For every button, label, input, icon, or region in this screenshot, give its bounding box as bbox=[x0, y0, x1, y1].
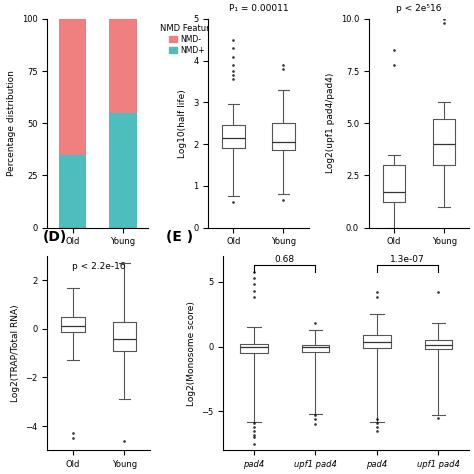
Bar bbox=[109, 113, 137, 228]
Y-axis label: Log10(half life): Log10(half life) bbox=[178, 89, 187, 158]
Y-axis label: Log2(upf1 pad4/pad4): Log2(upf1 pad4/pad4) bbox=[326, 73, 335, 173]
Legend: NMD-, NMD+: NMD-, NMD+ bbox=[157, 21, 218, 58]
Text: (E ): (E ) bbox=[166, 230, 193, 244]
Text: 1.3e-07: 1.3e-07 bbox=[391, 255, 425, 264]
Text: 0.68: 0.68 bbox=[274, 255, 295, 264]
Text: (D): (D) bbox=[43, 230, 67, 244]
Text: p < 2.2e-16: p < 2.2e-16 bbox=[72, 262, 126, 271]
Bar bbox=[59, 155, 86, 228]
Y-axis label: Percentage distribution: Percentage distribution bbox=[8, 70, 17, 176]
Bar bbox=[59, 19, 86, 155]
Y-axis label: Log2(Monosome score): Log2(Monosome score) bbox=[187, 301, 196, 406]
Text: p < 2e⁵16: p < 2e⁵16 bbox=[396, 4, 442, 13]
Bar bbox=[109, 19, 137, 113]
Text: P₁ = 0.00011: P₁ = 0.00011 bbox=[228, 4, 288, 13]
Y-axis label: Log2(TRAP/Total RNA): Log2(TRAP/Total RNA) bbox=[11, 304, 20, 402]
